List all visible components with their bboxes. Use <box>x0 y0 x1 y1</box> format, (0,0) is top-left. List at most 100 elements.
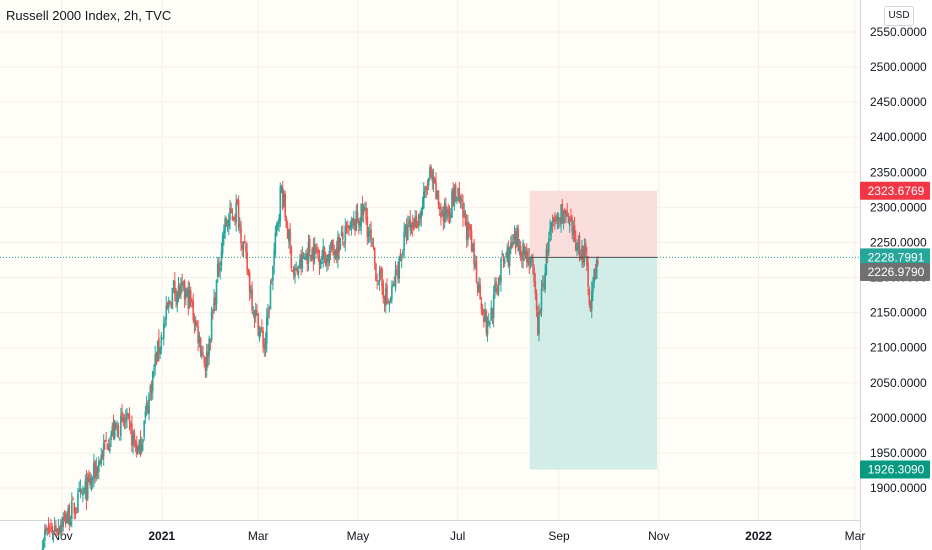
candle-body <box>160 335 163 350</box>
candle-body <box>295 268 298 270</box>
candle-body <box>468 223 470 228</box>
x-tick-label: 2021 <box>148 529 175 543</box>
candle-body <box>194 321 197 326</box>
candle-body <box>365 208 367 220</box>
candle-body <box>528 257 531 266</box>
candle-body <box>551 224 554 226</box>
candle-body <box>251 289 253 310</box>
candle-body <box>247 269 250 275</box>
last-price-badge: 2226.9790 <box>860 262 930 281</box>
candle-body <box>350 220 353 227</box>
candle-body <box>122 417 125 422</box>
entry-price-badge-label: 2228.7991 <box>868 250 925 264</box>
candle-body <box>151 371 154 391</box>
candle-body <box>589 302 592 312</box>
candle-body <box>101 453 104 460</box>
candle-body <box>330 240 333 250</box>
candle-body <box>59 524 62 533</box>
candle-body <box>512 242 515 245</box>
candle-body <box>403 231 405 251</box>
currency-button[interactable]: USD <box>884 6 914 26</box>
candle-body <box>80 490 83 493</box>
x-tick-label: Nov <box>648 529 669 543</box>
candle-body <box>106 444 109 450</box>
candle-body <box>279 186 282 222</box>
candle-body <box>480 302 483 310</box>
candle-body <box>399 253 402 258</box>
entry-price-badge-box <box>860 248 930 267</box>
candle-body <box>405 224 408 241</box>
candle-body <box>364 207 366 211</box>
candle-body <box>315 247 317 250</box>
x-tick-label: May <box>347 529 370 543</box>
candle-body <box>376 280 378 282</box>
candle-body <box>500 258 502 283</box>
candle-body <box>246 252 248 271</box>
candle-body <box>82 493 84 496</box>
candle-body <box>456 198 458 202</box>
y-tick-labels: 2550.0000 2500.0000 2450.0000 2400.0000 2350… <box>870 25 927 495</box>
candle-body <box>568 219 571 226</box>
candle-body <box>69 521 72 526</box>
candle-body <box>427 178 430 186</box>
x-tick-label: 2022 <box>745 529 772 543</box>
candle-body <box>115 422 117 428</box>
candle-body <box>462 202 464 218</box>
candle-body <box>104 439 106 443</box>
candle-body <box>484 309 486 321</box>
candle-body <box>169 301 171 305</box>
candle-body <box>510 243 512 250</box>
chart-title[interactable]: Russell 2000 Index, 2h, TVC <box>6 8 172 23</box>
y-tick-label: 2050.0000 <box>870 376 927 390</box>
candle-body <box>150 384 153 393</box>
time-axis <box>0 520 860 550</box>
candle-body <box>142 439 144 443</box>
candle-body <box>136 443 138 455</box>
candle-body <box>94 461 96 479</box>
candle-body <box>235 202 237 223</box>
candle-body <box>144 411 147 418</box>
candle-body <box>529 259 532 263</box>
candle-body <box>167 301 170 309</box>
candle-body <box>373 247 376 264</box>
candle-body <box>63 514 66 516</box>
candle-body <box>174 281 176 294</box>
candle-body <box>449 215 452 219</box>
candle-body <box>272 265 274 281</box>
candle-body <box>446 212 448 219</box>
last-price-badge-label: 2226.9790 <box>868 265 925 279</box>
candle-body <box>243 241 246 243</box>
candle-body <box>186 289 188 296</box>
candle-body <box>593 268 596 283</box>
candle-body <box>440 212 442 218</box>
candle-body <box>443 203 446 223</box>
candle-body <box>469 225 472 231</box>
y-tick-label: 1900.0000 <box>870 481 927 495</box>
candle-body <box>566 211 569 217</box>
candle-body <box>126 412 128 419</box>
candle-body <box>322 246 324 260</box>
candle-body <box>45 526 47 531</box>
candle-body <box>107 448 110 450</box>
candle-body <box>61 521 63 528</box>
candle-body <box>402 251 404 255</box>
candle-body <box>166 303 169 310</box>
candle-body <box>177 285 180 295</box>
candle-body <box>539 310 542 314</box>
candle-body <box>514 231 517 249</box>
candle-body <box>378 270 381 282</box>
candle-body <box>302 257 305 259</box>
candle-body <box>219 267 221 270</box>
y-tick-label: 2150.0000 <box>870 306 927 320</box>
candle-body <box>413 226 415 230</box>
candle-body <box>532 257 534 266</box>
candle-body <box>284 193 286 217</box>
candle-body <box>296 268 299 275</box>
candle-body <box>397 270 399 279</box>
plot-area <box>0 0 860 520</box>
candle-body <box>400 258 403 261</box>
candle-body <box>359 225 361 227</box>
x-tick-labels: Nov2021MarMayJulSepNov2022Mar <box>51 529 865 543</box>
